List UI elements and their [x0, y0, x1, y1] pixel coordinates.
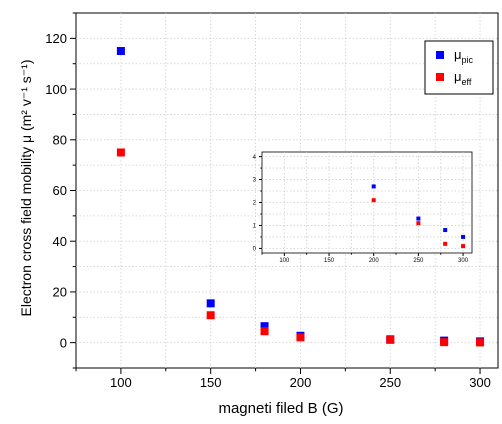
y-tick-label: 1	[253, 224, 257, 230]
y-tick-label: 4	[253, 155, 257, 161]
y-tick-label: 120	[45, 31, 67, 46]
inset-axes: 100 150 200 250 300 0 1 2 3 4	[253, 155, 469, 264]
x-tick-label: 250	[413, 258, 424, 264]
x-tick-label: 200	[290, 375, 312, 390]
x-tick-label: 250	[379, 375, 401, 390]
data-point-eff	[260, 327, 269, 336]
data-point-pic	[416, 216, 421, 221]
x-tick-label: 300	[458, 258, 469, 264]
inset-grid-lines	[262, 152, 472, 253]
data-point-eff	[371, 198, 376, 203]
data-point-eff	[386, 335, 395, 344]
y-tick-label: 100	[45, 82, 67, 97]
legend: μpic μeff	[424, 40, 494, 95]
data-point-eff	[296, 333, 305, 342]
y-tick-label: 20	[53, 285, 67, 300]
grid-lines	[76, 13, 498, 368]
y-tick-label: 40	[53, 234, 67, 249]
x-tick-label: 100	[110, 375, 132, 390]
legend-marker	[436, 51, 444, 59]
data-point-eff	[116, 148, 125, 157]
x-tick-label: 150	[324, 258, 335, 264]
x-tick-label: 150	[200, 375, 222, 390]
data-point-pic	[206, 299, 215, 308]
data-point-pic	[116, 47, 125, 56]
y-tick-label: 2	[253, 201, 257, 207]
data-point-eff	[476, 338, 485, 347]
y-tick-label: 60	[53, 183, 67, 198]
legend-box	[424, 40, 494, 95]
legend-label: μpic	[454, 47, 474, 65]
data-point-eff	[440, 338, 449, 347]
data-point-pic	[461, 234, 466, 239]
legend-marker	[436, 73, 444, 81]
data-point-pic	[443, 228, 448, 233]
y-axis-title: Electron cross field mobility μ (m² v⁻¹ …	[18, 60, 34, 317]
y-tick-label: 0	[60, 335, 67, 350]
x-tick-label: 100	[279, 258, 290, 264]
data-point-eff	[461, 244, 466, 249]
inset-data-points	[371, 184, 466, 249]
y-tick-label: 80	[53, 132, 67, 147]
y-tick-label: 0	[253, 247, 257, 253]
data-point-pic	[371, 184, 376, 189]
x-axis-title: magneti filed B (G)	[218, 400, 343, 417]
x-tick-label: 300	[469, 375, 491, 390]
legend-label: μeff	[454, 69, 472, 87]
x-tick-label: 200	[369, 258, 380, 264]
y-tick-label: 3	[253, 178, 257, 184]
data-point-eff	[206, 311, 215, 320]
data-point-pic	[260, 322, 269, 331]
data-point-eff	[443, 241, 448, 246]
data-points	[116, 47, 485, 347]
data-point-eff	[416, 221, 421, 226]
